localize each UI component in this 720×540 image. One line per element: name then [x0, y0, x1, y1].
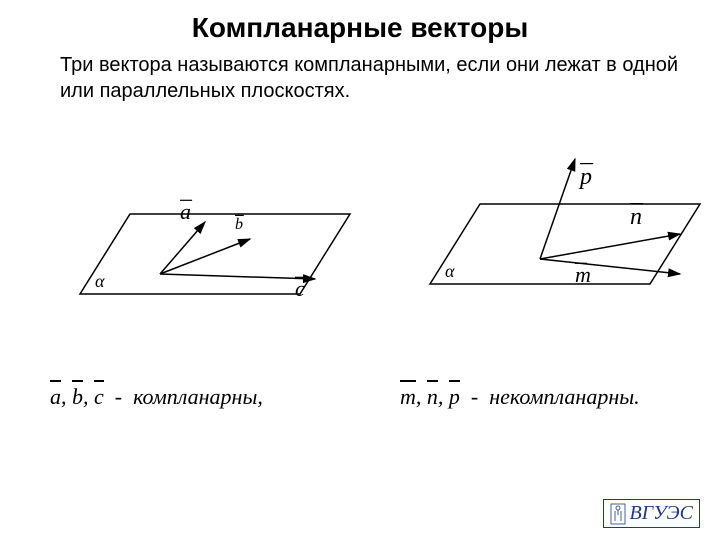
page-title: Компланарные векторы [0, 0, 720, 44]
vector-n [540, 234, 680, 259]
vec-p-label: p [449, 384, 460, 410]
vec-a-label: a [50, 384, 61, 410]
logo-text: ВГУЭС [630, 502, 694, 525]
right-caption: m, n, p - некомпланарны. [400, 384, 640, 410]
vector-label-c: c [295, 276, 305, 301]
left-plane-label: α [95, 271, 105, 291]
left-plane [80, 214, 350, 294]
vec-m-label: m [400, 384, 416, 410]
definition-text: Три вектора называются компланарными, ес… [0, 44, 720, 104]
right-plane-label: α [445, 261, 455, 281]
right-caption-text: некомпланарны. [489, 384, 639, 409]
vector-p [540, 159, 575, 259]
left-caption: a, b, c - компланарны, [50, 384, 263, 410]
vec-b-label: b [72, 384, 83, 410]
vector-label-m: m [575, 262, 591, 287]
vector-c [160, 274, 315, 279]
vector-a [160, 222, 205, 274]
vec-n-label: n [427, 384, 438, 410]
diagram-area: α a b c α m n p [0, 104, 720, 384]
vector-label-n: n [630, 204, 642, 230]
vector-b [160, 239, 250, 274]
caption-row: a, b, c - компланарны, m, n, p - некомпл… [0, 384, 720, 424]
left-caption-text: компланарны, [133, 384, 263, 409]
logo: ВГУЭС [603, 499, 701, 528]
vector-label-b: b [235, 216, 243, 233]
left-diagram: α a b c [30, 184, 370, 344]
vector-m [540, 259, 680, 274]
right-diagram: α m n p [380, 154, 720, 324]
vec-c-label: c [94, 384, 104, 410]
logo-icon [610, 503, 626, 525]
vector-label-a: a [180, 199, 191, 224]
vector-label-p: p [578, 164, 592, 190]
